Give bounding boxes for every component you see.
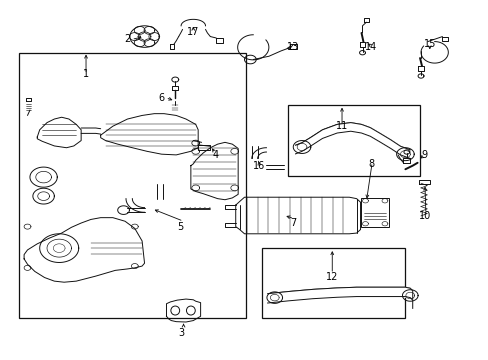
- Text: 3: 3: [178, 328, 184, 338]
- Text: 4: 4: [212, 150, 218, 160]
- Text: 10: 10: [418, 211, 430, 221]
- Text: 2: 2: [124, 35, 130, 44]
- Text: 6: 6: [158, 93, 164, 103]
- Text: 9: 9: [421, 150, 427, 160]
- Text: 15: 15: [423, 39, 435, 49]
- Text: 7: 7: [289, 218, 296, 228]
- Text: 5: 5: [177, 222, 183, 231]
- Text: 1: 1: [83, 69, 89, 79]
- Text: 12: 12: [325, 272, 338, 282]
- Bar: [360, 198, 388, 226]
- Text: 16: 16: [252, 161, 264, 171]
- Text: 14: 14: [365, 42, 377, 52]
- Bar: [288, 105, 419, 176]
- Text: 17: 17: [187, 27, 199, 37]
- Text: 8: 8: [367, 159, 374, 169]
- Text: 11: 11: [335, 121, 347, 131]
- Bar: [19, 53, 245, 318]
- Text: 13: 13: [286, 42, 299, 52]
- Bar: [261, 248, 405, 318]
